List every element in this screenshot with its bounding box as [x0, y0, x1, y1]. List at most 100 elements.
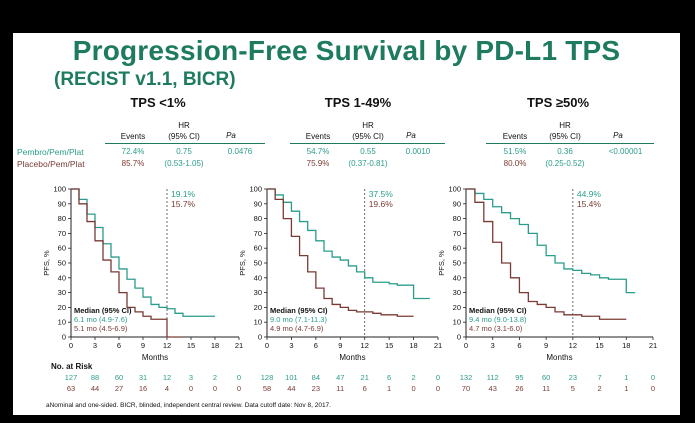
x-tick-label-1: 9 [141, 341, 145, 350]
y-tick-label-2: 50 [254, 259, 262, 268]
risk-cell-placebo-3: 26 [515, 384, 524, 393]
risk-cell-placebo-2: 11 [336, 384, 345, 393]
events-placebo-2: 75.9% [306, 159, 330, 168]
y-tick-label-2: 30 [254, 288, 262, 297]
y-tick-label-2: 20 [254, 303, 262, 312]
ci-header-2: (95% CI) [352, 132, 384, 141]
x-tick-label-3: 0 [464, 341, 468, 350]
risk-cell-pembro-2: 128 [260, 373, 274, 382]
km-curve-pembro-3 [466, 188, 636, 294]
landmark-pembro-1: 19.1% [171, 189, 196, 199]
risk-cell-pembro-2: 84 [311, 373, 321, 382]
risk-cell-pembro-3: 23 [568, 373, 578, 382]
y-tick-label-1: 70 [58, 229, 66, 238]
risk-cell-placebo-2: 1 [387, 384, 392, 393]
x-tick-label-1: 18 [211, 341, 219, 350]
panel-title-2: TPS 1-49% [324, 95, 392, 110]
median-header-1: Median (95% CI) [74, 306, 132, 315]
events-placebo-3: 80.0% [503, 159, 527, 168]
risk-cell-pembro-1: 31 [138, 373, 148, 382]
y-tick-label-3: 50 [453, 259, 461, 268]
risk-cell-placebo-1: 0 [236, 384, 242, 393]
p-header-3: Pa [613, 131, 623, 140]
risk-cell-pembro-1: 60 [114, 373, 124, 382]
y-tick-label-1: 80 [58, 214, 66, 223]
risk-label: No. at Risk [51, 362, 93, 371]
x-tick-label-1: 15 [187, 341, 195, 350]
x-axis-label-1: Months [142, 353, 168, 362]
risk-cell-placebo-1: 0 [212, 384, 218, 393]
median-pembro-2: 9.0 mo (7.1-11.3) [270, 315, 327, 324]
x-tick-label-3: 15 [595, 341, 603, 350]
median-pembro-3: 9.4 mo (9.0-13.8) [469, 315, 527, 324]
landmark-placebo-1: 15.7% [171, 199, 196, 209]
x-tick-label-3: 18 [622, 341, 630, 350]
risk-cell-placebo-2: 6 [362, 384, 367, 393]
p-header-2: Pa [406, 131, 416, 140]
hr-ci-3: (0.25-0.52) [545, 159, 585, 168]
y-tick-label-3: 100 [448, 185, 461, 194]
median-placebo-3: 4.7 mo (3.1-6.0) [469, 324, 523, 333]
risk-cell-placebo-3: 2 [597, 384, 602, 393]
events-header-1: Events [120, 132, 146, 141]
km-curve-placebo-1 [71, 188, 183, 338]
x-tick-label-1: 3 [93, 341, 97, 350]
risk-cell-pembro-3: 1 [624, 373, 629, 382]
y-tick-label-1: 0 [62, 333, 66, 342]
x-tick-label-1: 21 [235, 341, 243, 350]
risk-cell-pembro-1: 88 [90, 373, 100, 382]
risk-cell-placebo-1: 27 [114, 384, 124, 393]
hr-header-2: HR [362, 121, 374, 130]
risk-cell-pembro-3: 132 [459, 373, 473, 382]
y-axis-label-2: PFS, % [238, 250, 247, 276]
y-tick-label-3: 60 [453, 244, 461, 253]
risk-cell-placebo-1: 16 [138, 384, 148, 393]
x-tick-label-2: 15 [385, 341, 393, 350]
risk-cell-pembro-2: 21 [360, 373, 369, 382]
y-tick-label-1: 30 [58, 288, 66, 297]
y-tick-label-2: 60 [254, 244, 262, 253]
slide-subtitle: (RECIST v1.1, BICR) [54, 69, 236, 90]
table-rule-1 [105, 143, 265, 144]
x-tick-label-2: 12 [361, 341, 369, 350]
risk-cell-placebo-3: 5 [570, 384, 575, 393]
risk-cell-pembro-3: 7 [597, 373, 602, 382]
y-tick-label-1: 100 [53, 185, 66, 194]
risk-cell-pembro-3: 0 [650, 373, 656, 382]
risk-cell-placebo-1: 44 [90, 384, 100, 393]
ci-header-3: (95% CI) [549, 132, 581, 141]
x-axis-label-3: Months [546, 353, 572, 362]
risk-cell-pembro-1: 2 [212, 373, 218, 382]
ci-header-1: (95% CI) [168, 132, 200, 141]
x-tick-label-1: 6 [117, 341, 121, 350]
x-tick-label-3: 6 [517, 341, 521, 350]
landmark-placebo-3: 15.4% [577, 199, 602, 209]
x-tick-label-2: 21 [434, 341, 442, 350]
hr-ci-2: (0.37-0.81) [348, 159, 388, 168]
risk-cell-pembro-1: 12 [162, 373, 172, 382]
risk-cell-placebo-2: 44 [287, 384, 296, 393]
x-tick-label-2: 18 [409, 341, 417, 350]
x-tick-label-3: 3 [491, 341, 495, 350]
y-tick-label-2: 10 [254, 318, 262, 327]
x-axis-label-2: Months [339, 353, 365, 362]
x-tick-label-1: 0 [69, 341, 73, 350]
x-tick-label-3: 9 [544, 341, 548, 350]
landmark-pembro-3: 44.9% [577, 189, 602, 199]
risk-cell-placebo-2: 0 [411, 384, 416, 393]
events-pembro-2: 54.7% [306, 147, 330, 156]
p-value-2: 0.0010 [405, 147, 431, 156]
panel-title-1: TPS <1% [130, 95, 186, 110]
hr-header-1: HR [178, 121, 190, 130]
y-tick-label-1: 90 [58, 199, 66, 208]
y-tick-label-1: 10 [58, 318, 66, 327]
risk-cell-pembro-2: 47 [336, 373, 345, 382]
risk-cell-pembro-2: 0 [435, 373, 441, 382]
risk-cell-placebo-3: 11 [542, 384, 551, 393]
events-placebo-1: 85.7% [121, 159, 145, 168]
risk-cell-pembro-1: 0 [236, 373, 242, 382]
risk-cell-placebo-2: 23 [311, 384, 321, 393]
table-rule-2 [290, 143, 445, 144]
p-value-1: 0.0476 [227, 147, 253, 156]
y-tick-label-3: 10 [453, 318, 461, 327]
